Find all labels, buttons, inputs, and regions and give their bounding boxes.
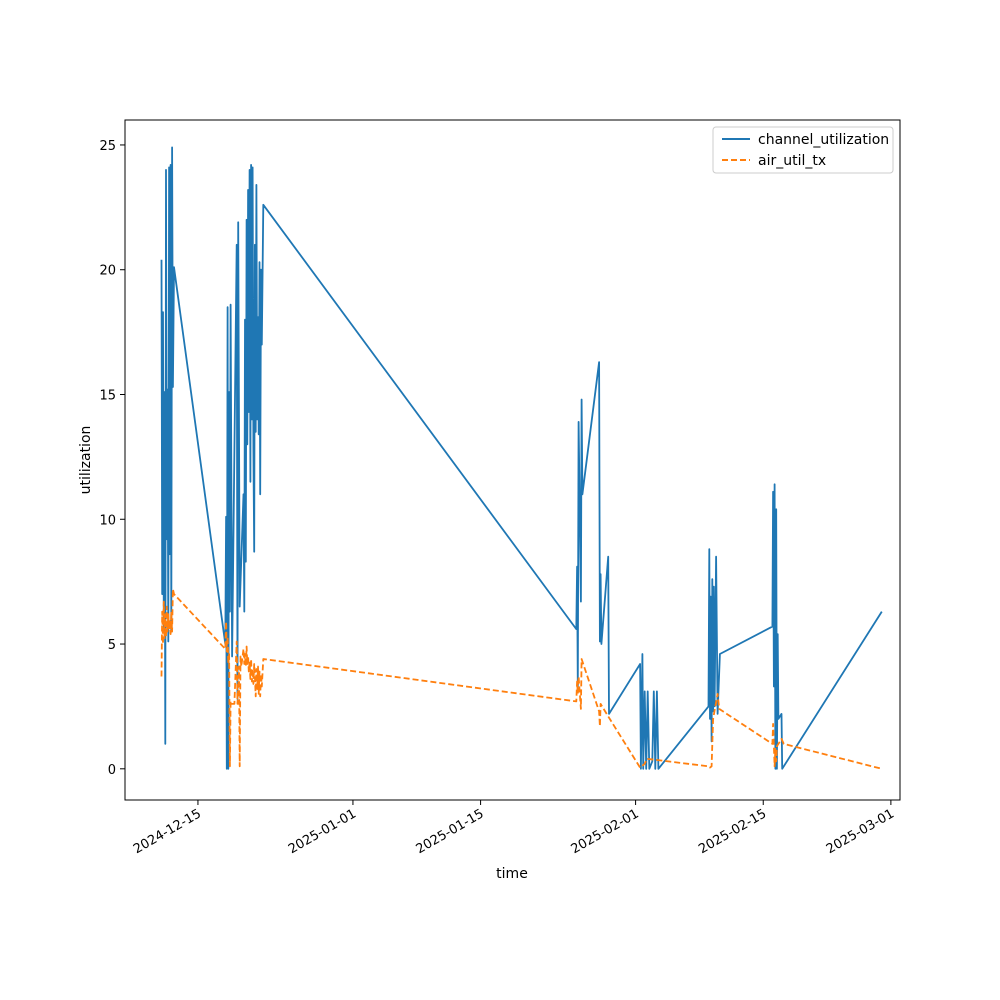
y-tick-label: 5: [108, 638, 116, 653]
y-tick-label: 0: [108, 763, 116, 778]
x-axis-label: time: [496, 866, 528, 882]
y-tick-label: 25: [99, 139, 116, 154]
y-tick-label: 20: [99, 264, 116, 279]
series-line-channel-utilization: [160, 146, 883, 770]
legend-label-channel-utilization: channel_utilization: [758, 132, 889, 148]
y-tick-label: 10: [99, 513, 116, 528]
legend-frame: [712, 126, 894, 174]
series-line-air-util-tx: [160, 588, 883, 770]
y-axis: 0 5 10 15 20 25: [99, 139, 125, 778]
plot-frame: [124, 119, 901, 801]
y-tick-label: 15: [99, 388, 116, 403]
legend-label-air-util-tx: air_util_tx: [758, 153, 826, 169]
legend: channel_utilization air_util_tx: [712, 126, 894, 174]
series-layer: [160, 146, 883, 770]
y-axis-label: utilization: [78, 426, 94, 495]
